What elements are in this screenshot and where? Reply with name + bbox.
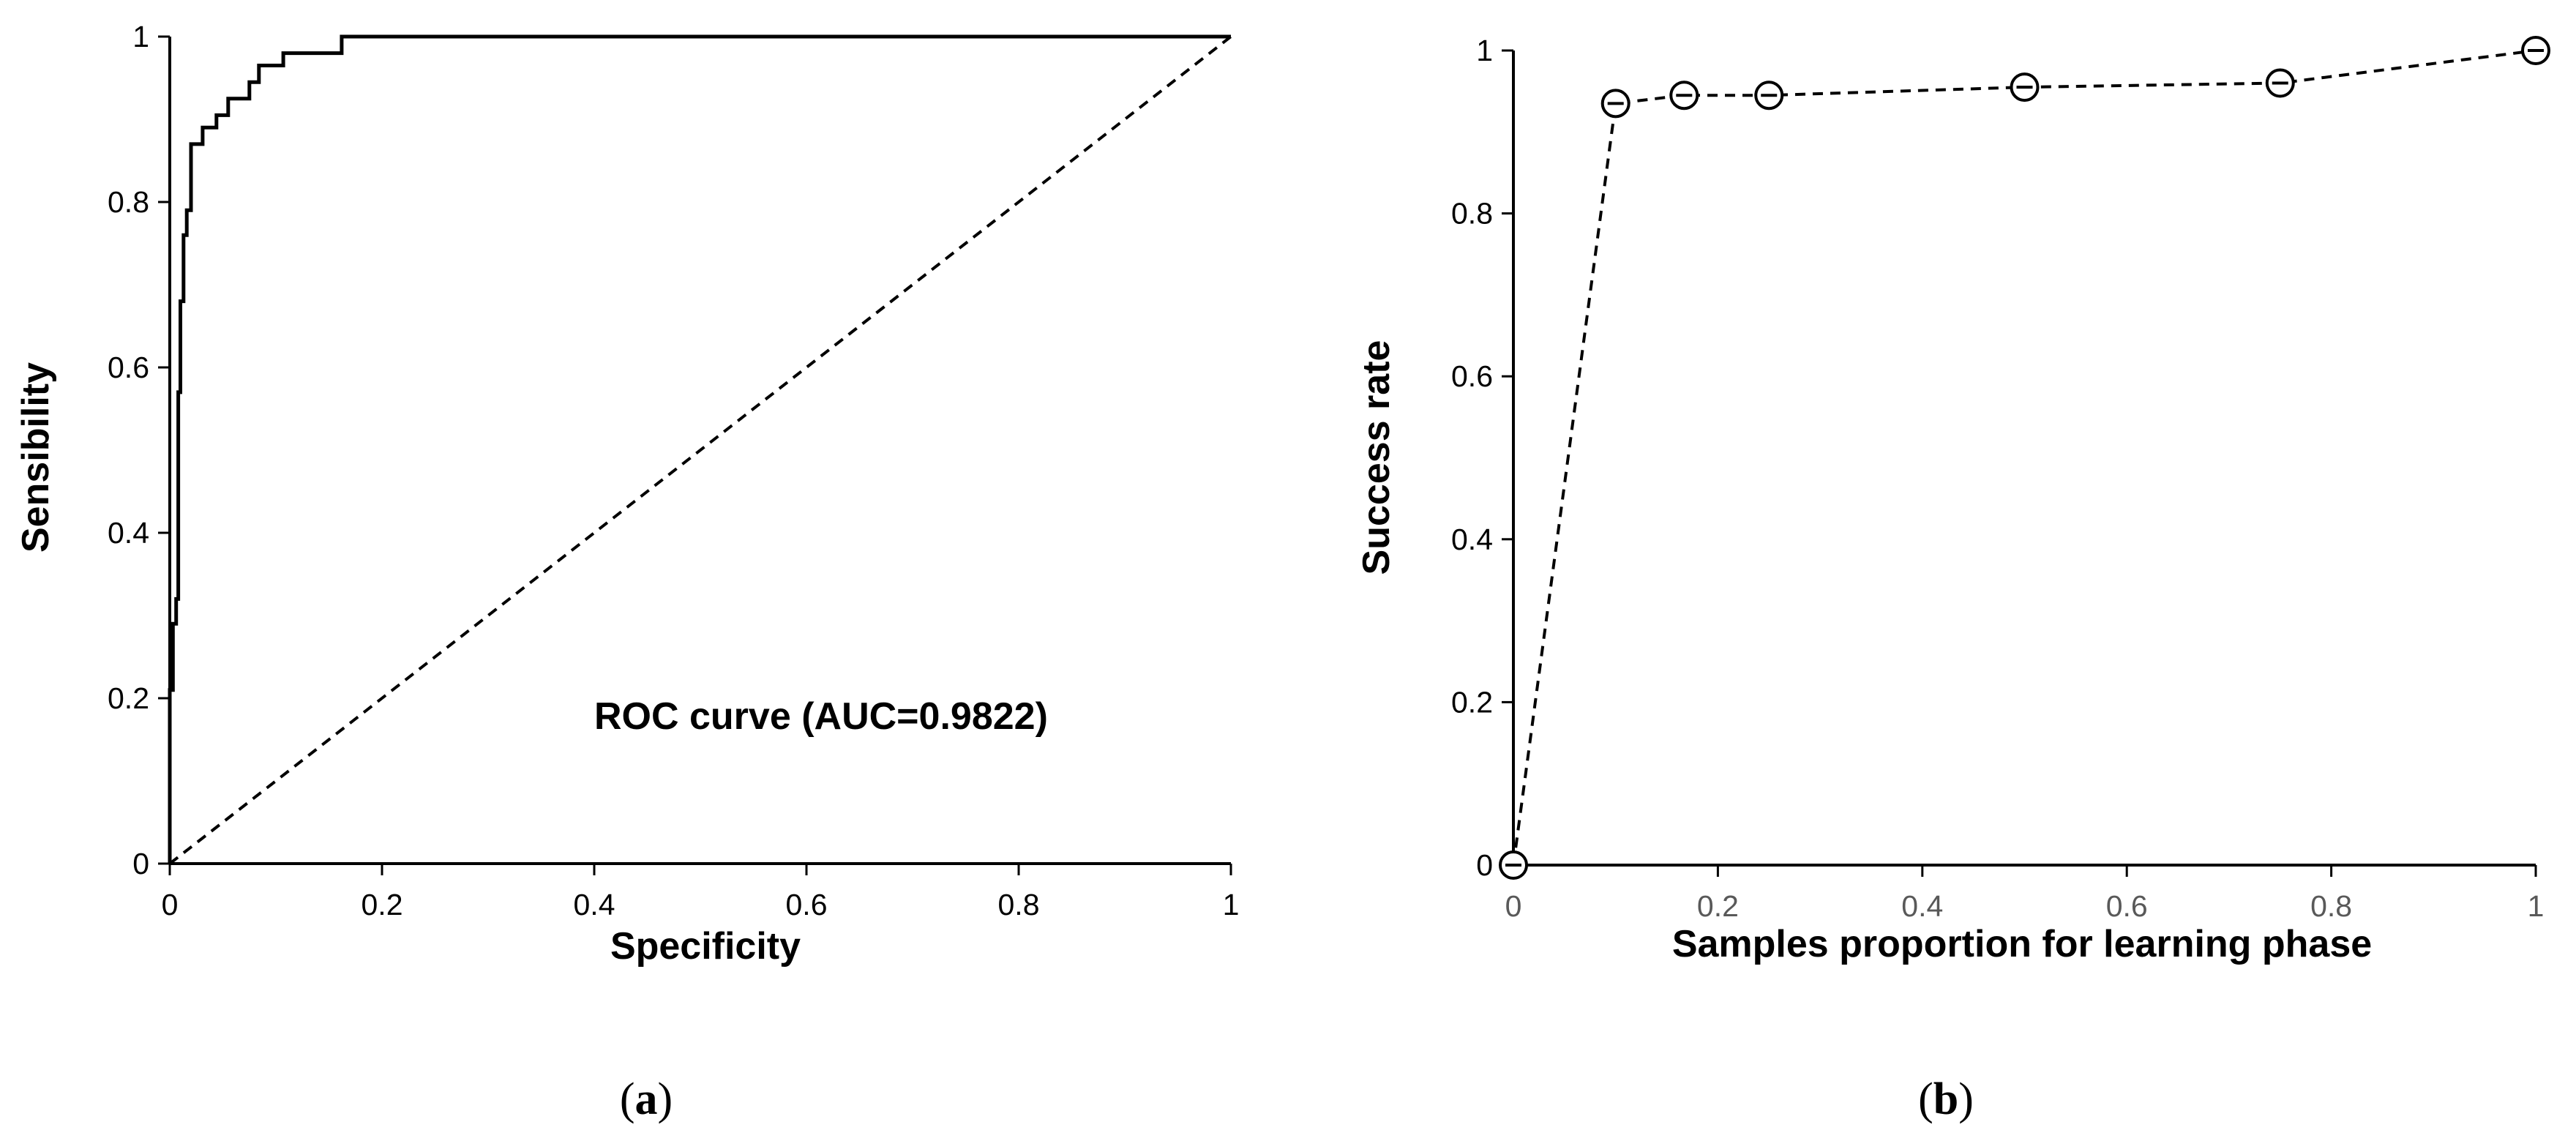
panel-b-success-rate-chart: 0 0.2 0.4 0.6 0.8 1 0 0.2 0.4 0.6 0.8 1 Samples pr… (1355, 34, 2550, 1124)
x-tick-label: 0 (1505, 889, 1522, 923)
y-tick-label: 0.4 (1451, 523, 1493, 556)
x-tick-label: 0 (162, 888, 179, 921)
panel-b-y-axis-title: Success rate (1355, 340, 1398, 575)
panel-a-annotation: ROC curve (AUC=0.9822) (594, 695, 1048, 738)
series-line-dashed (1512, 49, 2536, 866)
panel-b-label: (b) (1918, 1074, 1974, 1124)
panel-a-y-axis-title: Sensibility (15, 362, 57, 553)
panel-a-label: (a) (620, 1074, 673, 1124)
series-line-solid (168, 34, 1231, 864)
x-tick-label: 0.2 (1697, 889, 1739, 923)
x-tick-label: 0.4 (574, 888, 615, 921)
x-tick-label: 1 (1223, 888, 1240, 921)
x-tick-label: 0.2 (362, 888, 403, 921)
y-tick-label: 0.2 (108, 681, 149, 715)
panel-b-x-axis-title: Samples proportion for learning phase (1672, 923, 2372, 965)
panel-a-x-axis-title: Specificity (610, 925, 801, 968)
x-tick-label: 0.4 (1901, 889, 1943, 923)
y-tick-label: 0 (132, 847, 149, 880)
y-tick-label: 0.6 (108, 351, 149, 384)
y-tick-label: 0.8 (108, 185, 149, 219)
x-tick-label: 0.8 (2310, 889, 2352, 923)
panel-b-x-ticks: 0 0.2 0.4 0.6 0.8 1 (1505, 865, 2545, 923)
panel-a-roc-chart: 0 0.2 0.4 0.6 0.8 1 0 0.2 0.4 0.6 0.8 1 ROC curve … (15, 20, 1239, 1124)
x-tick-label: 1 (2528, 889, 2545, 923)
y-tick-label: 0.6 (1451, 359, 1493, 393)
y-tick-label: 1 (1476, 34, 1493, 67)
series-line-dashed (168, 35, 1232, 865)
panel-a-y-ticks: 0 0.2 0.4 0.6 0.8 1 (108, 20, 170, 880)
y-tick-label: 0 (1476, 848, 1493, 882)
panel-b-y-ticks: 0 0.2 0.4 0.6 0.8 1 (1451, 34, 1513, 882)
y-tick-label: 0.2 (1451, 685, 1493, 719)
x-tick-label: 0.8 (998, 888, 1040, 921)
y-tick-label: 0.8 (1451, 197, 1493, 231)
y-tick-label: 1 (132, 20, 149, 53)
x-tick-label: 0.6 (786, 888, 828, 921)
panel-b-series (1499, 36, 2550, 880)
panel-a-x-ticks: 0 0.2 0.4 0.6 0.8 1 (162, 864, 1240, 921)
x-tick-label: 0.6 (2106, 889, 2148, 923)
panel-a-letter: a (635, 1074, 658, 1124)
panel-a-series (168, 34, 1232, 865)
panel-b-letter: b (1933, 1074, 1958, 1124)
y-tick-label: 0.4 (108, 516, 149, 550)
